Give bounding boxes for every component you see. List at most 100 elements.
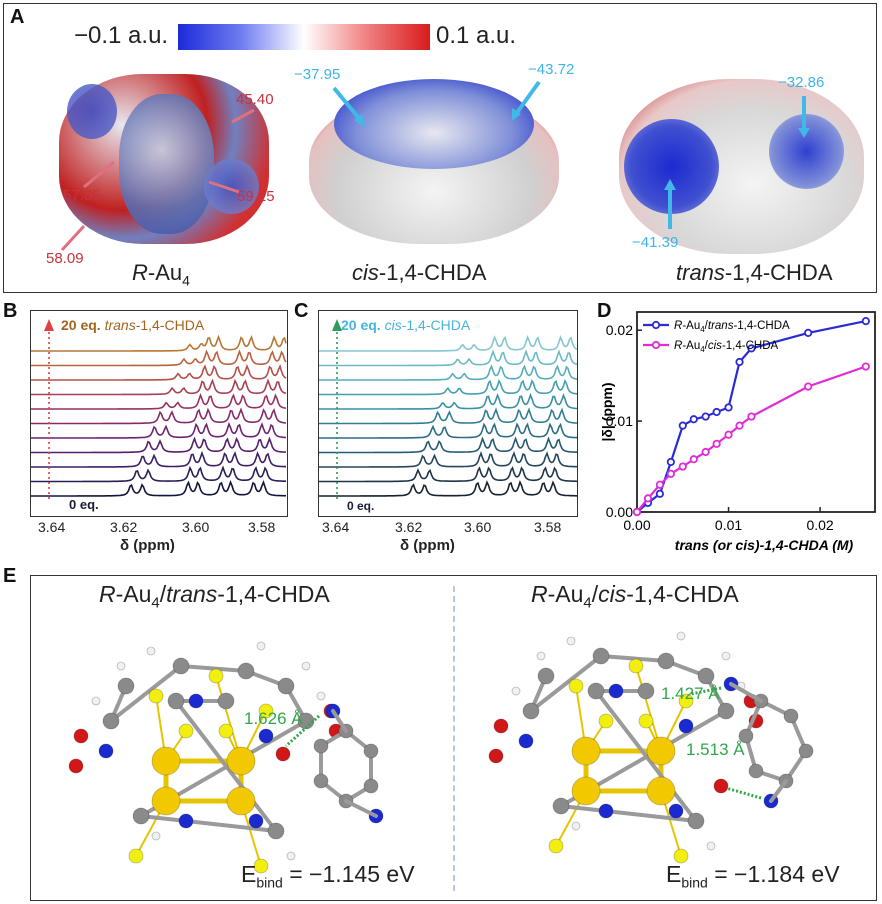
nmr-trace-10	[31, 334, 287, 352]
titration-arrowhead	[332, 319, 342, 331]
nitrogen-atom	[188, 693, 204, 709]
series-1-point	[735, 421, 744, 430]
chart-d: 0.000.00 0.01 0.01 0.02 0.02 trans (or cis)-1…	[599, 311, 876, 553]
nmr-trace-6	[31, 392, 287, 410]
nitrogen-atom	[518, 733, 534, 749]
sulfur-atom	[218, 723, 234, 739]
chart-d-xlabel: trans (or cis)-1,4-CHDA (M)	[675, 537, 854, 553]
nmr-trace-8	[31, 363, 287, 381]
hydrogen-atom	[316, 691, 326, 701]
carbon-atom	[117, 677, 135, 695]
carbon-atom	[637, 682, 655, 700]
nmr-trace-8	[319, 364, 577, 381]
nmr-trace-3	[319, 436, 577, 454]
e-right-hbond-1: 1.427 Å	[661, 684, 720, 703]
carbon-atom	[537, 667, 555, 685]
e-right-title: R-Au4/cis-1,4-CHDA	[531, 581, 739, 612]
nitrogen-atom	[248, 813, 264, 829]
esp-value-59.25: 59.25	[237, 188, 275, 205]
series-1-point	[632, 507, 642, 517]
panel-e: R-Au4/trans-1,4-CHDA R-Au4/cis-1,4-CHDA …	[30, 575, 877, 901]
hbond-line	[690, 686, 722, 696]
oxygen-atom	[713, 778, 729, 794]
carbon-atom	[657, 652, 675, 670]
series-0-point	[712, 407, 721, 417]
x-tick-label: 0.01	[715, 517, 742, 533]
nmr-trace-9	[319, 349, 577, 367]
hydrogen-atom	[571, 821, 581, 831]
series-1-point	[701, 447, 710, 457]
legend-marker-0	[651, 320, 661, 330]
series-0-point	[804, 328, 813, 338]
mol3-name: trans-1,4-CHDA	[676, 260, 833, 285]
series-1-point	[689, 455, 698, 464]
nmr-trace-7	[319, 378, 577, 396]
carbon-atom	[592, 647, 610, 665]
esp-value-57.85: 57.85	[63, 187, 101, 204]
hydrogen-atom	[566, 636, 576, 646]
r-au4-esp-surface	[59, 64, 269, 249]
series-0-point	[724, 403, 733, 412]
series-1-point	[678, 462, 687, 471]
nitrogen-atom	[608, 683, 624, 699]
hydrogen-atom	[146, 646, 156, 656]
hbond-line	[725, 786, 762, 800]
hydrogen-atom	[301, 661, 311, 671]
series-0-point	[666, 457, 675, 467]
hydrogen-atom	[721, 651, 731, 661]
nmr-spectra-b	[31, 319, 287, 499]
esp-value-45.40: 45.40	[236, 91, 274, 108]
gold-atom	[571, 736, 601, 766]
chda-carbon	[798, 743, 814, 759]
nmr-trace-2	[319, 450, 577, 468]
series-0-point	[678, 421, 687, 430]
gold-atom	[646, 736, 676, 766]
gold-atom	[226, 786, 256, 816]
nitrogen-atom	[678, 718, 694, 734]
panel-a: A −0.1 a.u. 0.1 a.u. 45.40 57.85 59.25 5…	[3, 3, 877, 293]
panel-b-xlabel: δ (ppm)	[120, 537, 175, 554]
carbon-atom	[522, 702, 540, 720]
sulfur-atom	[628, 658, 644, 674]
series-0-point	[747, 344, 756, 353]
series-1-point	[747, 412, 756, 421]
carbon-atom	[587, 682, 605, 700]
oxygen-atom	[493, 718, 509, 734]
hydrogen-atom	[286, 851, 296, 861]
e-left-hbond: 1.626 Å	[244, 709, 303, 728]
panel-b-nmr: 20 eq. trans-1,4-CHDA 0 eq.	[30, 310, 288, 517]
e-left-title: R-Au4/trans-1,4-CHDA	[99, 581, 330, 612]
panel-c-bottom-label: 0 eq.	[347, 499, 375, 513]
panel-c-top-label: 20 eq. cis-1,4-CHDA	[341, 317, 471, 333]
sulfur-atom	[548, 838, 564, 854]
esp-value-neg32.86: −32.86	[778, 74, 825, 91]
chda-carbon	[313, 738, 329, 754]
carbon-atom	[277, 677, 295, 695]
nmr-trace-2	[31, 450, 287, 468]
series-1-point	[804, 382, 813, 391]
sulfur-atom	[678, 693, 694, 709]
nmr-trace-0	[319, 480, 577, 497]
chart-d-frame	[636, 311, 876, 513]
e-right-hbond-2: 1.513 Å	[686, 740, 745, 759]
nitrogen-atom	[598, 803, 614, 819]
e-right-energy: Ebind = −1.184 eV	[666, 861, 840, 891]
nmr-trace-1	[31, 465, 286, 483]
sulfur-atom	[673, 848, 689, 864]
series-0-point	[689, 415, 698, 424]
carbon-atom	[217, 692, 235, 710]
oxygen-atom	[73, 728, 89, 744]
gold-atom	[571, 776, 601, 806]
esp-value-neg37.95: −37.95	[294, 66, 341, 83]
chda-carbon	[738, 728, 754, 744]
chda-carbon	[363, 743, 379, 759]
series-1-point	[861, 362, 870, 371]
mol1-name: R-Au4	[132, 260, 190, 289]
carbon-atom	[132, 807, 150, 825]
cis-chda-esp-surface	[309, 79, 559, 249]
sulfur-atom	[568, 678, 584, 694]
sulfur-atom	[128, 848, 144, 864]
sulfur-atom	[253, 858, 269, 874]
series-1-point	[655, 480, 664, 489]
nmr-trace-5	[319, 407, 577, 425]
